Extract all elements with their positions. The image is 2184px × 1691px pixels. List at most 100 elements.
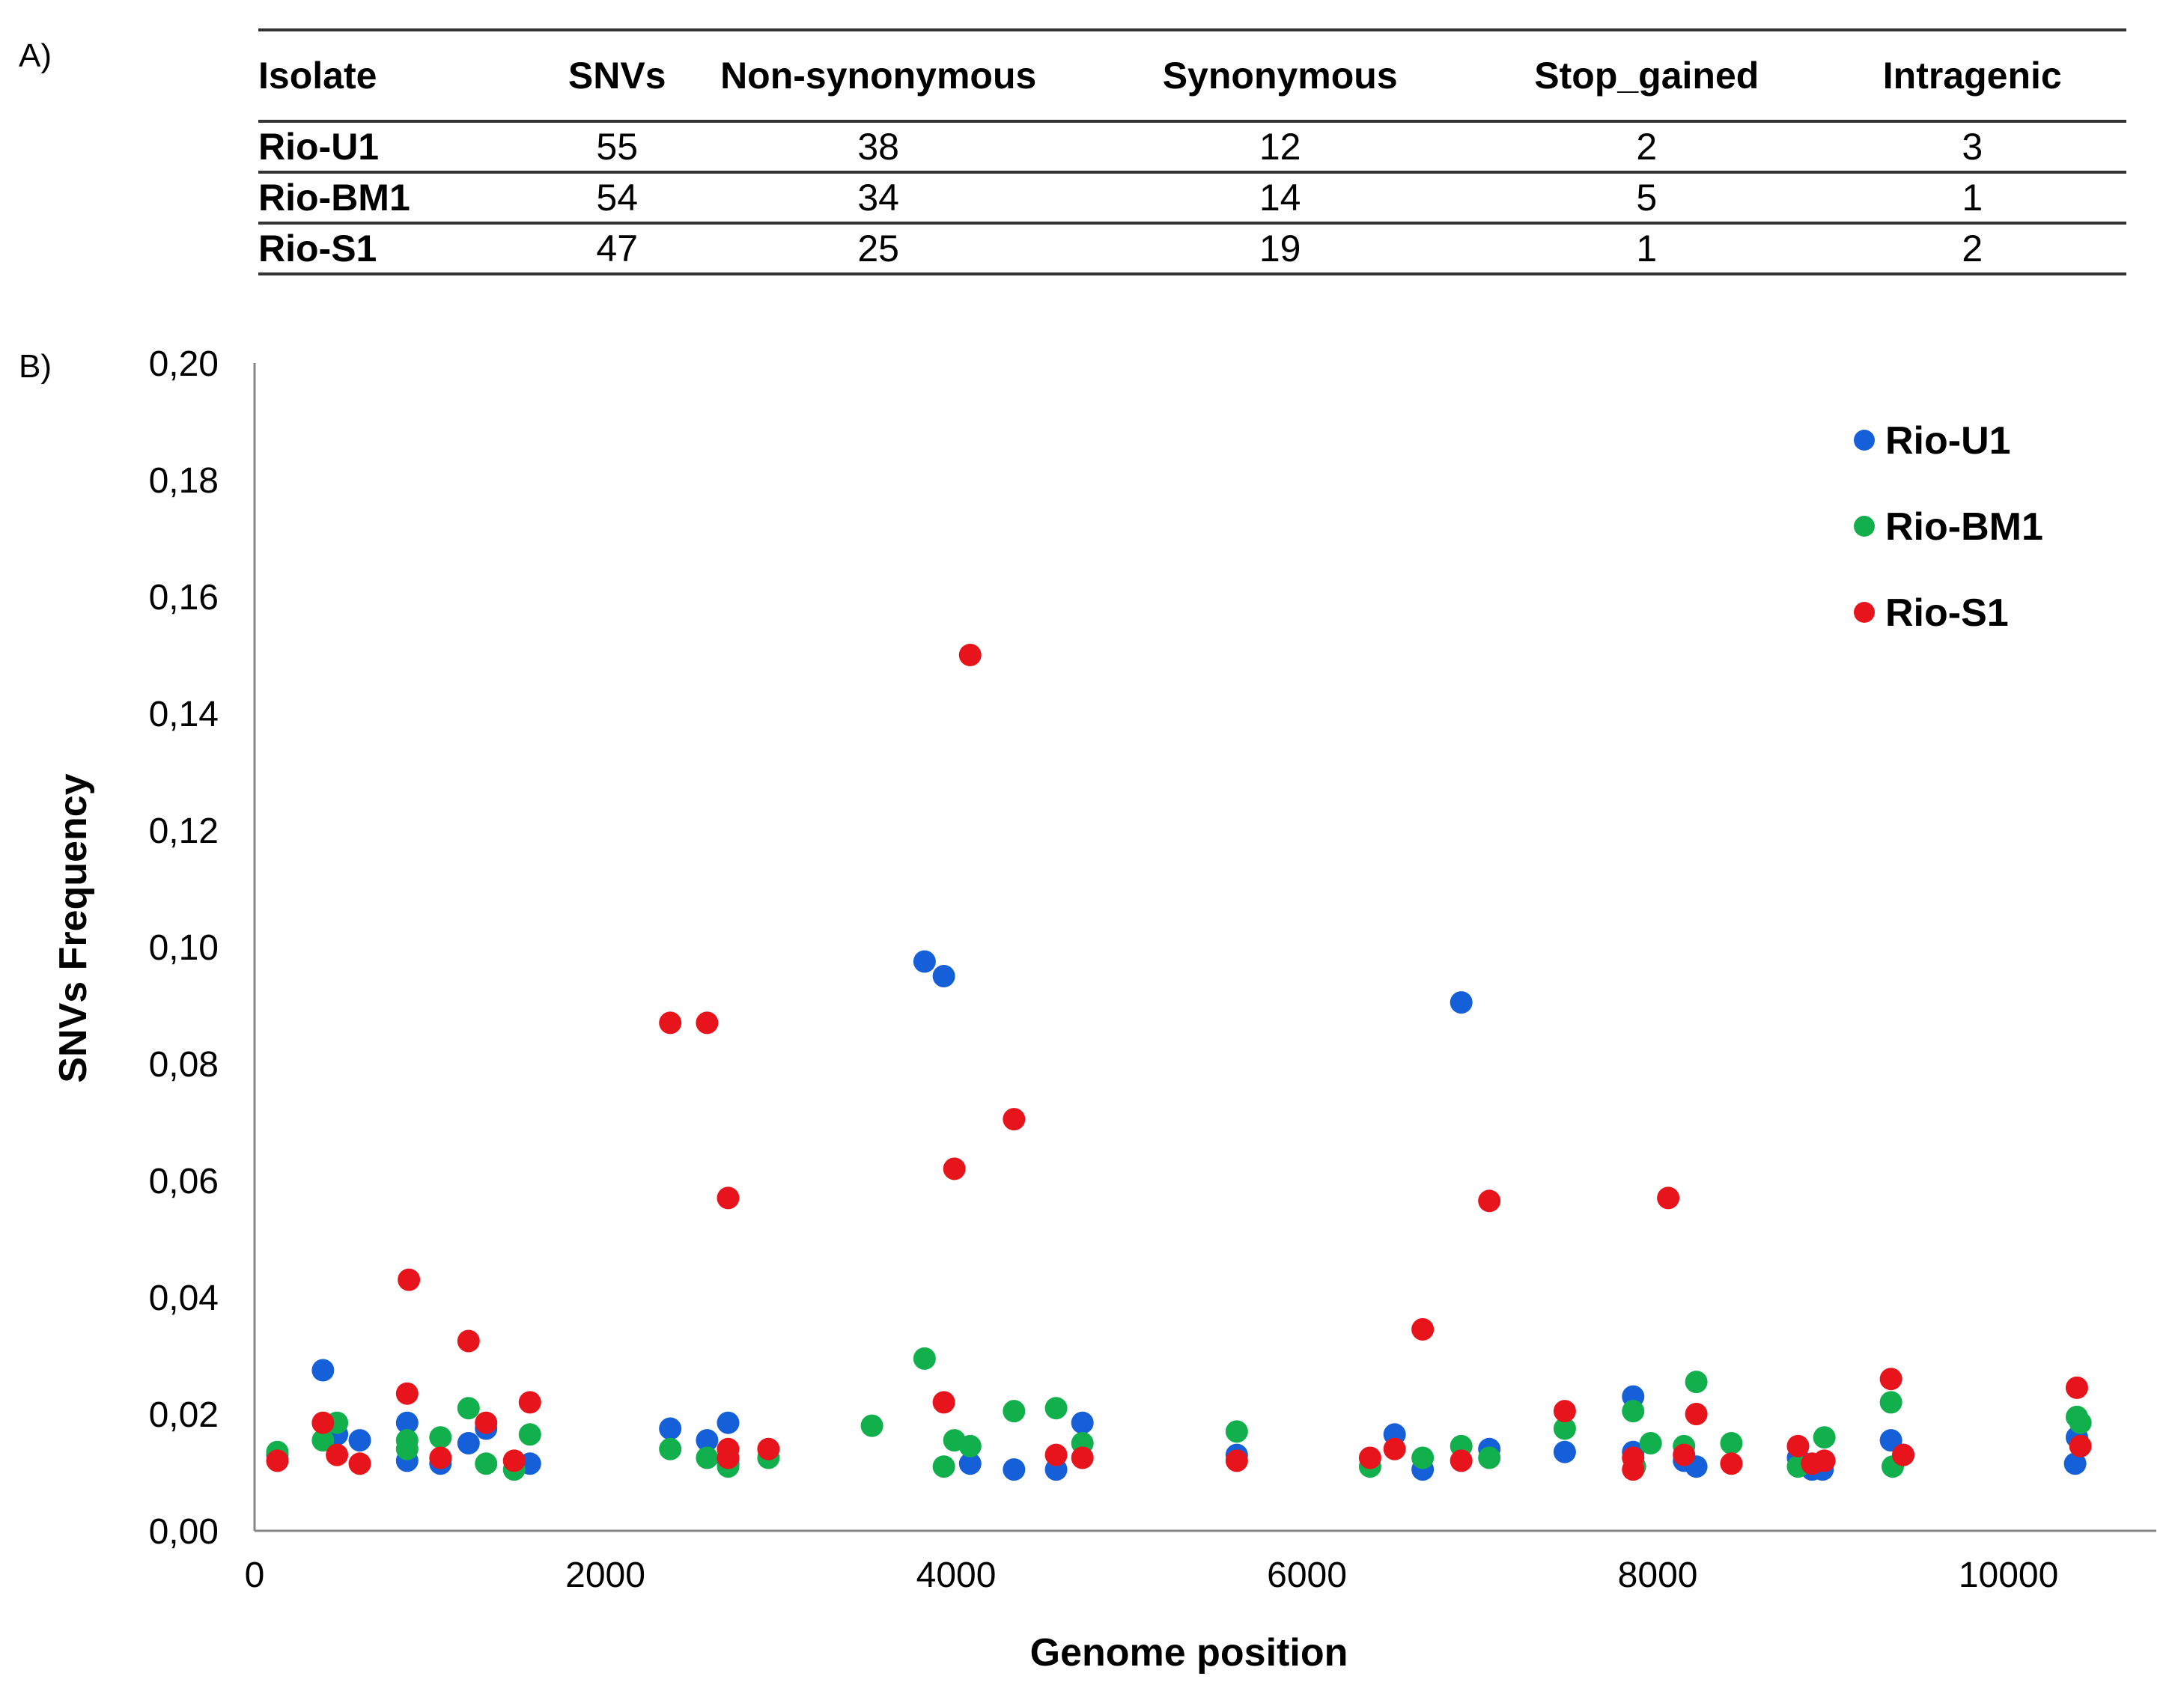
data-point-rio-s1 [932,1391,955,1414]
data-point-rio-s1 [757,1437,780,1460]
data-point-rio-s1 [266,1449,289,1472]
legend-marker-rio-s1 [1854,602,1875,623]
data-point-rio-s1 [1044,1443,1068,1466]
y-axis-ticks: 0,00 0,02 0,04 0,06 0,08 0,10 0,12 0,14 0,16 0,18… [149,344,219,1552]
data-point-rio-u1 [2063,1452,2087,1475]
legend-marker-rio-bm1 [1854,516,1875,537]
cell-intragenic: 3 [1818,121,2126,174]
data-point-rio-s1 [659,1011,682,1035]
table-row: Rio-U1 55 38 12 2 3 [258,121,2126,174]
legend: Rio-U1 Rio-BM1 Rio-S1 [1854,419,2043,635]
y-tick-label: 0,18 [149,461,219,501]
y-tick-label: 0,10 [149,928,219,968]
data-point-rio-bm1 [1720,1432,1743,1454]
data-point-rio-u1 [696,1429,719,1452]
column-header-stop-gained: Stop_gained [1475,28,1819,123]
data-point-rio-s1 [943,1157,966,1180]
column-header-non-synonymous: Non-synonymous [672,28,1086,123]
cell-non-synonymous: 34 [672,172,1086,225]
data-point-rio-bm1 [457,1397,480,1420]
data-point-rio-s1 [1622,1446,1645,1469]
data-point-rio-bm1 [1639,1432,1662,1454]
data-point-rio-s1 [398,1268,421,1291]
data-point-rio-s1 [1003,1108,1026,1131]
data-point-rio-s1 [2065,1376,2088,1399]
data-point-rio-u1 [1071,1411,1094,1434]
data-point-rio-bm1 [958,1434,982,1457]
data-point-rio-u1 [913,950,936,973]
panel-label-b: B) [19,348,52,385]
data-point-rio-u1 [1450,991,1473,1014]
data-point-rio-bm1 [1685,1371,1708,1394]
cell-snvs: 54 [562,172,672,225]
cell-stop-gained: 2 [1475,121,1819,174]
data-point-rio-bm1 [475,1452,498,1475]
data-point-rio-s1 [1383,1437,1406,1460]
data-point-rio-s1 [1071,1446,1094,1469]
table-header-row: Isolate SNVs Non-synonymous Synonymous S… [258,28,2126,123]
data-point-rio-bm1 [429,1426,452,1449]
x-axis-ticks: 0 2000 4000 6000 8000 10000 [245,1556,2059,1595]
data-point-rio-u1 [717,1411,740,1434]
cell-intragenic: 1 [1818,172,2126,225]
x-axis-label: Genome position [1030,1631,1348,1675]
data-point-rio-s1 [1411,1317,1435,1341]
data-point-rio-u1 [659,1417,682,1440]
data-point-rio-u1 [395,1411,419,1434]
y-tick-label: 0,08 [149,1045,219,1085]
column-header-synonymous: Synonymous [1085,28,1476,123]
data-point-rio-s1 [1685,1403,1708,1425]
data-point-rio-u1 [311,1359,335,1382]
data-point-rio-s1 [429,1446,452,1469]
cell-isolate: Rio-S1 [258,223,563,275]
y-tick-label: 0,00 [149,1512,219,1552]
cell-synonymous: 14 [1085,172,1476,225]
cell-non-synonymous: 25 [672,223,1086,275]
data-point-rio-s1 [326,1443,349,1466]
data-point-rio-s1 [1673,1443,1696,1466]
cell-synonymous: 19 [1085,223,1476,275]
data-point-rio-s1 [1657,1186,1680,1210]
data-point-rio-s1 [518,1391,541,1414]
data-point-rio-bm1 [518,1423,541,1446]
panel-label-a: A) [19,37,52,74]
cell-synonymous: 12 [1085,121,1476,174]
data-point-rio-bm1 [1225,1420,1248,1443]
x-tick-label: 6000 [1267,1556,1347,1595]
cell-stop-gained: 1 [1475,223,1819,275]
y-tick-label: 0,12 [149,811,219,851]
data-point-rio-s1 [717,1446,740,1469]
data-point-rio-s1 [1879,1368,1902,1391]
data-point-rio-bm1 [860,1414,883,1437]
x-tick-label: 4000 [916,1556,997,1595]
data-point-rio-bm1 [659,1437,682,1460]
x-tick-label: 8000 [1618,1556,1698,1595]
data-point-rio-s1 [1358,1446,1381,1469]
y-tick-label: 0,16 [149,578,219,618]
data-point-rio-s1 [696,1011,719,1035]
data-point-rio-u1 [457,1432,480,1454]
data-point-rio-s1 [311,1411,335,1434]
cell-isolate: Rio-U1 [258,121,563,174]
cell-isolate: Rio-BM1 [258,172,563,225]
x-tick-label: 0 [245,1556,265,1595]
data-point-rio-s1 [1225,1449,1248,1472]
data-points [266,644,2092,1481]
data-point-rio-bm1 [1478,1446,1501,1469]
y-tick-label: 0,02 [149,1395,219,1435]
legend-label-rio-s1: Rio-S1 [1885,591,2009,635]
legend-label-rio-u1: Rio-U1 [1885,419,2011,463]
cell-non-synonymous: 38 [672,121,1086,174]
cell-stop-gained: 5 [1475,172,1819,225]
data-point-rio-s1 [1720,1452,1743,1475]
data-point-rio-s1 [1813,1449,1836,1472]
data-point-rio-s1 [348,1452,371,1475]
summary-table: Isolate SNVs Non-synonymous Synonymous S… [258,28,2126,275]
table-row: Rio-BM1 54 34 14 5 1 [258,172,2126,225]
data-point-rio-bm1 [696,1446,719,1469]
data-point-rio-s1 [717,1186,740,1210]
data-point-rio-s1 [502,1449,526,1472]
data-point-rio-s1 [1478,1189,1501,1213]
cell-snvs: 47 [562,223,672,275]
